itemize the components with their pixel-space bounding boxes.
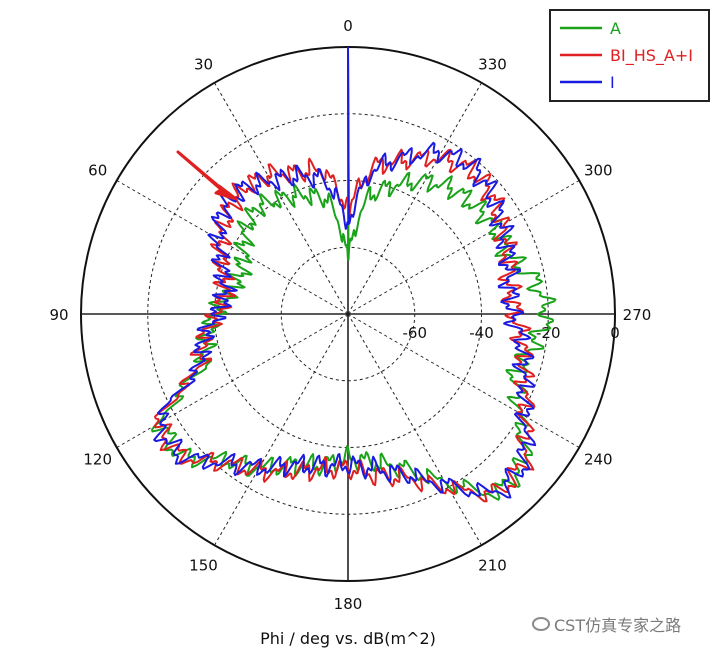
angle-tick-label: 240 bbox=[584, 451, 613, 469]
legend-label-i: I bbox=[610, 73, 615, 92]
tick-labels: 0 330 300 270 240 210 180 150 120 90 60 30 -60 -40 -20… bbox=[49, 17, 651, 613]
angle-tick-label: 180 bbox=[334, 595, 363, 613]
grid-spoke bbox=[214, 313, 349, 546]
radial-tick-label: -60 bbox=[403, 324, 428, 342]
series-line-2 bbox=[153, 46, 537, 499]
grid-spoke bbox=[347, 313, 482, 546]
angle-tick-label: 150 bbox=[189, 556, 218, 574]
angle-tick-label: 90 bbox=[49, 306, 68, 324]
highlight-arrow bbox=[176, 150, 238, 201]
watermark-text: CST仿真专家之路 bbox=[554, 616, 682, 635]
angle-tick-label: 120 bbox=[83, 451, 112, 469]
legend: A BI_HS_A+I I bbox=[549, 9, 710, 102]
angle-tick-label: 270 bbox=[623, 306, 652, 324]
grid-spoke bbox=[347, 180, 580, 315]
grid-spoke bbox=[347, 82, 482, 315]
angle-tick-label: 0 bbox=[343, 17, 353, 35]
radial-tick-label: 0 bbox=[610, 324, 620, 342]
grid-spoke bbox=[116, 313, 349, 448]
series-line-1 bbox=[154, 46, 536, 503]
grid-spoke bbox=[347, 313, 580, 448]
arrow-icon bbox=[176, 150, 238, 201]
legend-label-a: A bbox=[610, 19, 621, 38]
angle-tick-label: 60 bbox=[88, 162, 107, 180]
grid-spoke bbox=[116, 180, 349, 315]
angle-tick-label: 30 bbox=[194, 56, 213, 74]
grid-spoke bbox=[214, 82, 349, 315]
watermark: CST仿真专家之路 bbox=[532, 612, 681, 636]
series-line-0 bbox=[151, 46, 557, 501]
x-axis-label: Phi / deg vs. dB(m^2) bbox=[260, 629, 436, 648]
radial-tick-label: -20 bbox=[536, 324, 561, 342]
series-layer bbox=[151, 46, 557, 503]
legend-label-bi-hs: BI_HS_A+I bbox=[610, 46, 693, 66]
radial-tick-label: -40 bbox=[469, 324, 494, 342]
angle-tick-label: 330 bbox=[478, 56, 507, 74]
angle-tick-label: 210 bbox=[478, 556, 507, 574]
wechat-icon bbox=[532, 617, 550, 631]
angle-tick-label: 300 bbox=[584, 162, 613, 180]
